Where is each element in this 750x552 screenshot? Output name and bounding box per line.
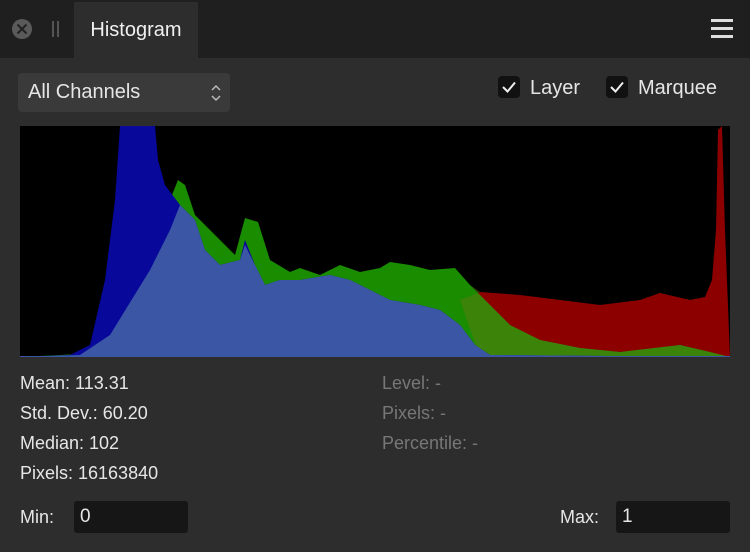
- stat: Percentile: -: [382, 433, 479, 453]
- panel-controls: [12, 19, 59, 39]
- channel-dropdown[interactable]: All Channels: [18, 73, 230, 112]
- dropdown-arrows: [211, 84, 221, 102]
- stat: Level: -: [382, 373, 442, 393]
- histogram-plot: [20, 126, 730, 357]
- stat: Pixels: 16163840: [20, 463, 159, 483]
- checkbox[interactable]: Marquee: [606, 75, 717, 100]
- max-label: Max:: [560, 507, 600, 527]
- stats-left: Mean: 113.31 Std. Dev.: 60.20 Median: 10…: [20, 368, 158, 488]
- stats-right: Level: - Pixels: - Percentile: -: [382, 368, 478, 458]
- stat: Mean: 113.31: [20, 373, 129, 393]
- min-label: Min:: [20, 507, 55, 527]
- menu-button[interactable]: [708, 16, 736, 42]
- checkbox-label: Layer: [530, 77, 581, 99]
- min-input[interactable]: 0: [74, 501, 188, 533]
- tab[interactable]: Histogram: [74, 2, 198, 58]
- stat: Std. Dev.: 60.20: [20, 403, 148, 423]
- checkbox[interactable]: Layer: [498, 75, 581, 100]
- checkbox-box: [498, 75, 520, 98]
- stat: Pixels: -: [382, 403, 447, 423]
- checkbox-box: [606, 75, 628, 98]
- stat: Median: 102: [20, 433, 120, 453]
- dropdown-value: All Channels: [28, 81, 141, 103]
- checkbox-label: Marquee: [638, 77, 717, 99]
- max-input[interactable]: 1: [616, 501, 730, 533]
